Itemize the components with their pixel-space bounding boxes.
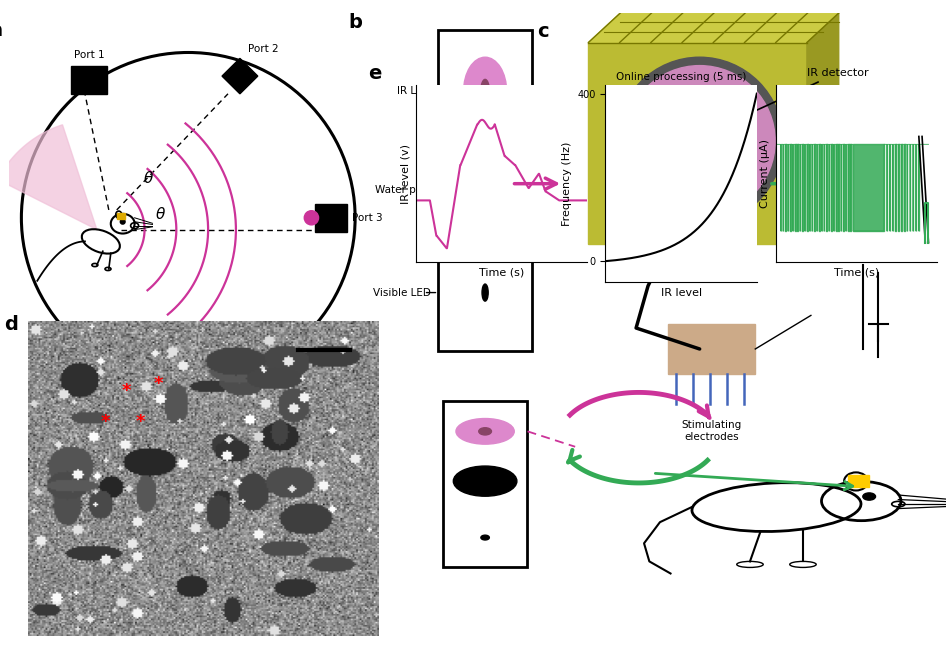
Circle shape — [468, 245, 502, 340]
Text: *: * — [135, 413, 145, 431]
Text: e: e — [369, 64, 382, 83]
Text: Water port: Water port — [376, 185, 431, 195]
Text: c: c — [536, 22, 549, 41]
Text: a: a — [0, 21, 3, 40]
Ellipse shape — [616, 57, 783, 225]
X-axis label: IR level: IR level — [660, 287, 702, 298]
Y-axis label: Current (μA): Current (μA) — [761, 139, 770, 209]
Text: Port 2: Port 2 — [249, 45, 279, 54]
Circle shape — [305, 211, 319, 225]
Bar — [71, 66, 107, 94]
X-axis label: Time (s): Time (s) — [479, 268, 524, 278]
Ellipse shape — [453, 466, 517, 496]
Bar — [116, 213, 125, 218]
Polygon shape — [222, 58, 257, 94]
Circle shape — [120, 219, 125, 224]
Polygon shape — [807, 13, 839, 244]
Text: *: * — [153, 375, 163, 394]
Polygon shape — [588, 13, 839, 43]
Ellipse shape — [464, 57, 507, 125]
Bar — [438, 30, 532, 350]
Text: *: * — [100, 413, 110, 431]
Circle shape — [462, 524, 509, 551]
Text: $\theta$: $\theta$ — [143, 171, 154, 186]
Ellipse shape — [624, 66, 775, 216]
Text: *: * — [122, 382, 131, 400]
Circle shape — [811, 248, 938, 382]
Bar — [443, 401, 528, 567]
Bar — [588, 43, 807, 244]
Text: IR detector: IR detector — [744, 68, 868, 116]
X-axis label: Time (s): Time (s) — [833, 268, 879, 278]
Y-axis label: Frequency (Hz): Frequency (Hz) — [562, 142, 571, 226]
Text: $\theta$: $\theta$ — [155, 206, 166, 222]
Text: IR LED: IR LED — [397, 87, 431, 96]
Circle shape — [481, 535, 489, 540]
Bar — [848, 475, 869, 487]
Title: Online processing (5 ms): Online processing (5 ms) — [616, 72, 746, 82]
Polygon shape — [0, 125, 96, 230]
Text: Port 3: Port 3 — [352, 213, 382, 223]
Circle shape — [481, 79, 489, 103]
Text: d: d — [4, 315, 18, 334]
Circle shape — [482, 284, 488, 301]
Ellipse shape — [456, 419, 515, 444]
Text: Stimulating
electrodes: Stimulating electrodes — [681, 420, 742, 442]
Y-axis label: IR level (v): IR level (v) — [401, 144, 411, 204]
Bar — [315, 204, 347, 232]
Ellipse shape — [644, 97, 692, 131]
Circle shape — [479, 428, 492, 435]
Ellipse shape — [453, 139, 517, 241]
Text: b: b — [348, 13, 362, 32]
Bar — [668, 324, 755, 374]
Text: Visible LED: Visible LED — [373, 287, 431, 298]
Circle shape — [863, 493, 876, 500]
Text: Port 1: Port 1 — [74, 51, 104, 60]
